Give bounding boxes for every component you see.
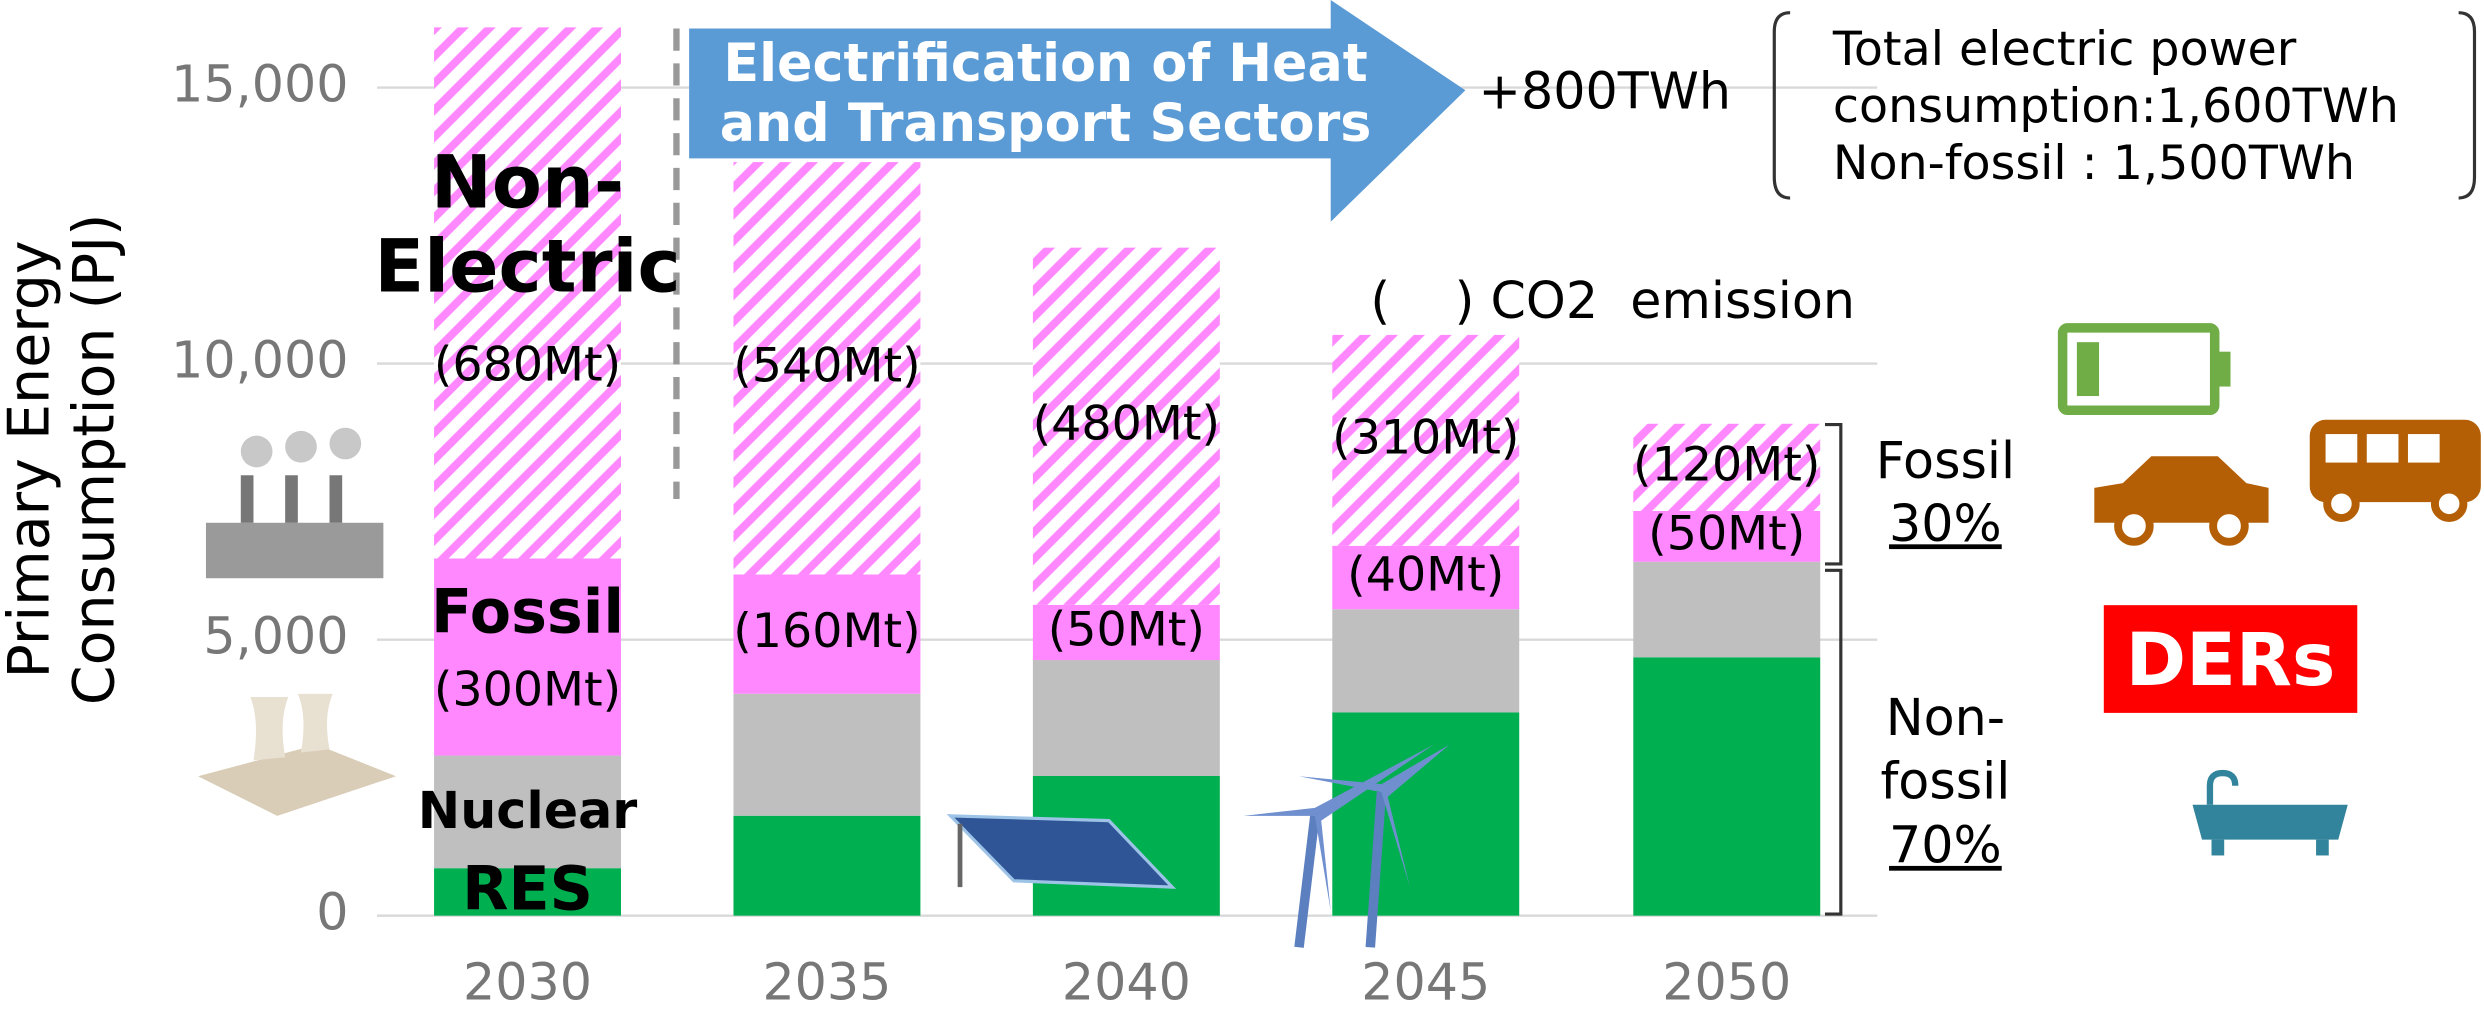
nonfossil-label: Non-fossil [1866,686,2024,813]
nonfossil-total-label: Non-fossil : 1,500TWh [1833,136,2435,193]
bath-icon [2193,805,2348,840]
bar-segment [733,816,920,916]
bar-segment [1633,657,1820,915]
factory-icon [285,475,298,523]
ders-label: DERs [2126,619,2336,703]
co2-label: (40Mt) [1347,548,1504,603]
bus-icon [2327,490,2356,519]
legend-label: Non-Electric [357,142,698,310]
x-tick-label: 2030 [463,952,592,1010]
wind-icon [1299,816,1315,947]
bar-segment [1332,609,1519,712]
co2-label: (300Mt) [434,662,621,717]
co2-label: (540Mt) [733,338,920,393]
x-tick-label: 2035 [762,952,891,1010]
brace [1825,425,1841,564]
increase-label: +800TWh [1479,63,1731,121]
bath-icon [2210,773,2235,805]
co2-label: (120Mt) [1633,437,1820,492]
co2-label: (680Mt) [434,337,621,392]
co2-label: (50Mt) [1648,506,1805,561]
x-tick-label: 2040 [1062,952,1191,1010]
co2-label: (50Mt) [1048,602,1205,657]
bar-segment [1633,562,1820,658]
battery-icon [2215,352,2231,387]
car-icon [2213,510,2245,542]
y-tick-label: 10,000 [171,331,348,390]
fossil-label: Fossil [1876,432,2015,490]
y-tick-label: 15,000 [171,55,348,114]
bath-icon [2316,840,2329,856]
x-tick-label: 2050 [1662,952,1791,1010]
bracket [2459,13,2475,198]
factory-icon [206,523,383,578]
co2-label: (480Mt) [1033,396,1220,451]
factory-icon [241,436,273,468]
chart-wrap: 0 5,000 10,000 15,000 2030 (300Mt) (680Mt) 2035… [0,0,2484,1011]
legend-label: RES [462,856,593,925]
bus-icon [2367,434,2399,463]
x-tick-label: 2045 [1361,952,1490,1010]
factory-icon [330,475,343,523]
bus-icon [2408,434,2440,463]
page: 0 5,000 10,000 15,000 2030 (300Mt) (680Mt) 2035… [0,0,2484,1011]
bus-icon [2326,434,2358,463]
nonfossil-share: 70% [1889,817,2002,875]
fossil-share: 30% [1889,495,2002,553]
factory-icon [330,428,362,460]
plant-icon [198,745,396,816]
arrow-label: Electrification of Heat and Transport Se… [697,33,1394,153]
bus-icon [2435,490,2464,519]
co2-label: (310Mt) [1332,410,1519,465]
legend-label: Fossil [431,578,624,647]
bar-segment [1033,660,1220,776]
co2-label: (160Mt) [733,604,920,659]
legend-label: Nuclear [418,783,638,841]
y-tick-label: 5,000 [203,607,348,666]
brace [1825,570,1841,914]
y-axis-label: Primary Energy Consumption (PJ) [0,190,129,729]
co2-legend: ( ) CO2 emission [1370,272,1855,330]
total-label: Total electric power consumption:1,600TW… [1833,22,2435,136]
total-box: Total electric power consumption:1,600TW… [1833,22,2435,193]
bar-segment [733,694,920,816]
bath-icon [2212,840,2225,856]
plant-icon [298,694,333,753]
bar-segment [1332,712,1519,915]
battery-icon [2077,342,2099,396]
bracket [1774,13,1790,198]
y-tick-label: 0 [316,883,348,942]
factory-icon [241,475,254,523]
plant-icon [250,697,288,760]
car-icon [2118,510,2150,542]
factory-icon [285,431,317,463]
